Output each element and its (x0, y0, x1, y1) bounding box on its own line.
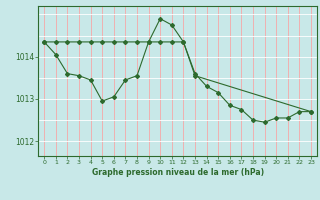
X-axis label: Graphe pression niveau de la mer (hPa): Graphe pression niveau de la mer (hPa) (92, 168, 264, 177)
